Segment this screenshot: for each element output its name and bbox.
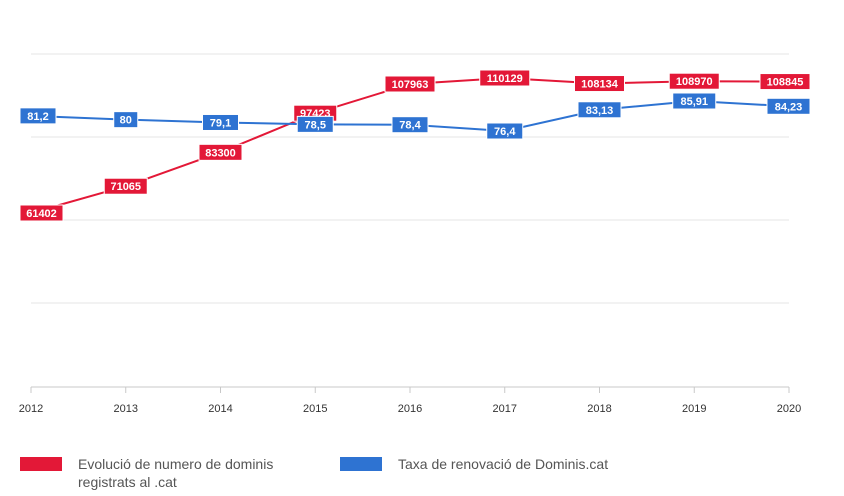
data-point[interactable]: 108845: [759, 73, 811, 91]
data-point[interactable]: 107963: [384, 75, 436, 93]
data-label: 71065: [110, 181, 141, 193]
x-axis-ticks: 2012 2013 2014 2015 2016 2017 2018 2019 2020: [19, 387, 801, 415]
data-point[interactable]: 85,91: [672, 92, 717, 110]
data-label-box: [668, 72, 720, 90]
line-chart: 2012 2013 2014 2015 2016 2017 2018 2019 2020 614…: [19, 53, 811, 415]
x-tick-label: 2013: [114, 403, 138, 415]
x-tick-label: 2019: [682, 403, 706, 415]
data-point[interactable]: 78,5: [296, 115, 334, 133]
legend-swatch-red: [20, 457, 62, 471]
legend: Evolució de numero de dominis registrats…: [20, 455, 840, 495]
data-label-box: [384, 75, 436, 93]
data-label-box: [296, 115, 334, 133]
data-label: 85,91: [680, 96, 708, 108]
data-label: 76,4: [494, 126, 516, 138]
x-tick-label: 2017: [493, 403, 517, 415]
data-point[interactable]: 108970: [668, 72, 720, 90]
data-label-box: [479, 69, 531, 87]
legend-label-domains: Evolució de numero de dominis registrats…: [78, 456, 274, 490]
data-label: 79,1: [210, 117, 231, 129]
legend-item-domains[interactable]: Evolució de numero de dominis registrats…: [20, 455, 318, 491]
legend-label-renewal: Taxa de renovació de Dominis.cat: [398, 456, 609, 472]
data-label-box: [113, 111, 139, 129]
x-tick-label: 2012: [19, 403, 43, 415]
data-point[interactable]: 83,13: [577, 101, 622, 119]
data-label: 108970: [676, 76, 713, 88]
data-point[interactable]: 108134: [574, 75, 625, 93]
data-point[interactable]: 80: [113, 111, 139, 129]
data-label: 110129: [487, 73, 523, 85]
data-label: 83300: [205, 147, 236, 159]
data-point[interactable]: 71065: [103, 177, 148, 195]
series-renewal-rate: 81,2 80 79,1 78,5 78,4 76,4 83,13 85,91 84,23: [19, 92, 811, 140]
data-label: 61402: [26, 208, 57, 220]
data-label-box: [574, 75, 625, 93]
data-point[interactable]: 78,4: [391, 116, 429, 134]
data-label-box: [577, 101, 622, 119]
data-label-box: [202, 113, 239, 131]
data-point[interactable]: 76,4: [486, 122, 524, 140]
data-label-box: [19, 107, 57, 125]
legend-item-renewal[interactable]: Taxa de renovació de Dominis.cat: [340, 455, 698, 473]
x-tick-label: 2020: [777, 403, 801, 415]
data-point[interactable]: 61402: [19, 204, 64, 222]
data-label-box: [391, 116, 429, 134]
data-label: 108134: [581, 79, 619, 91]
data-point[interactable]: 84,23: [766, 97, 811, 115]
data-label-box: [486, 122, 524, 140]
data-label-box: [672, 92, 717, 110]
data-point[interactable]: 81,2: [19, 107, 57, 125]
data-label-box: [198, 143, 243, 161]
data-label-box: [19, 204, 64, 222]
gridlines: [31, 53, 789, 304]
x-tick-label: 2016: [398, 403, 422, 415]
data-point[interactable]: 110129: [479, 69, 531, 87]
data-label: 78,5: [305, 119, 326, 131]
data-label-box: [766, 97, 811, 115]
data-label: 107963: [392, 79, 429, 91]
data-label: 78,4: [399, 120, 421, 132]
data-label: 83,13: [586, 105, 614, 117]
data-label: 108845: [767, 77, 804, 89]
x-tick-label: 2014: [208, 403, 232, 415]
data-point[interactable]: 79,1: [202, 113, 239, 131]
data-label: 81,2: [27, 111, 48, 123]
data-label: 84,23: [775, 101, 803, 113]
data-point[interactable]: 83300: [198, 143, 243, 161]
data-label-box: [103, 177, 148, 195]
x-tick-label: 2015: [303, 403, 327, 415]
legend-swatch-blue: [340, 457, 382, 471]
data-label-box: [759, 73, 811, 91]
x-tick-label: 2018: [587, 403, 611, 415]
data-label: 80: [120, 115, 132, 127]
